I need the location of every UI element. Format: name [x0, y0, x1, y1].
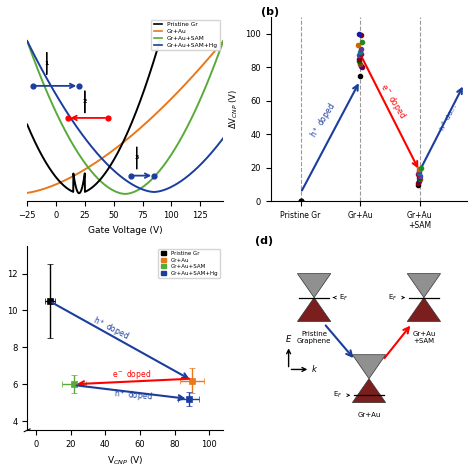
Point: [415, 173, 422, 180]
Y-axis label: $\Delta$V$_{CNP}$ (V): $\Delta$V$_{CNP}$ (V): [228, 89, 240, 129]
Text: E$_F$: E$_F$: [333, 292, 348, 303]
Point: [355, 42, 362, 49]
Point: [357, 32, 365, 39]
Point: [357, 62, 365, 69]
Text: E$_F$: E$_F$: [333, 390, 349, 401]
Point: [358, 38, 365, 46]
Polygon shape: [407, 273, 440, 298]
Point: [416, 174, 423, 182]
Text: Pristine
Graphene: Pristine Graphene: [297, 331, 331, 344]
Point: [415, 181, 422, 188]
Text: e$^-$ doped: e$^-$ doped: [112, 367, 151, 381]
Point: [356, 60, 364, 68]
Text: Gr+Au: Gr+Au: [357, 412, 381, 418]
Point: [416, 173, 424, 180]
Point: [358, 64, 365, 71]
Text: 1: 1: [45, 61, 49, 66]
Point: [415, 169, 422, 177]
Text: (d): (d): [255, 236, 273, 246]
Point: [355, 57, 363, 64]
Point: [356, 30, 363, 37]
Point: [355, 55, 363, 63]
Point: [415, 177, 423, 185]
Text: k: k: [312, 365, 317, 374]
Text: e$^-$ doped: e$^-$ doped: [377, 81, 409, 121]
Polygon shape: [407, 298, 440, 321]
Point: [297, 198, 304, 205]
Point: [356, 72, 364, 79]
Polygon shape: [297, 273, 331, 298]
Point: [104, 114, 112, 122]
Text: h$^+$ do...: h$^+$ do...: [437, 102, 459, 133]
X-axis label: V$_{CNP}$ (V): V$_{CNP}$ (V): [107, 455, 144, 467]
X-axis label: Gate Voltage (V): Gate Voltage (V): [88, 226, 163, 235]
Point: [414, 171, 422, 178]
Text: h$^+$ doped: h$^+$ doped: [307, 100, 339, 141]
Point: [415, 179, 422, 187]
Polygon shape: [297, 298, 331, 321]
Polygon shape: [352, 379, 386, 402]
Point: [29, 82, 36, 90]
Point: [357, 45, 365, 53]
Text: h$^+$ doped: h$^+$ doped: [90, 314, 131, 344]
Text: Gr+Au
+SAM: Gr+Au +SAM: [412, 331, 436, 344]
Point: [355, 52, 362, 59]
Text: 3: 3: [135, 155, 139, 161]
Text: 2: 2: [82, 100, 87, 104]
Legend: Pristine Gr, Gr+Au, Gr+Au+SAM, Gr+Au+SAM+Hg: Pristine Gr, Gr+Au, Gr+Au+SAM, Gr+Au+SAM…: [158, 249, 220, 278]
Legend: Pristine Gr, Gr+Au, Gr+Au+SAM, Gr+Au+SAM+Hg: Pristine Gr, Gr+Au, Gr+Au+SAM, Gr+Au+SAM…: [151, 20, 220, 50]
Point: [416, 176, 423, 183]
Point: [416, 165, 423, 173]
Point: [150, 172, 158, 180]
Point: [415, 167, 423, 175]
Point: [64, 114, 71, 122]
Text: (b): (b): [261, 7, 279, 17]
Point: [127, 172, 135, 180]
Point: [417, 164, 424, 172]
Polygon shape: [352, 355, 386, 379]
Point: [356, 48, 364, 56]
Text: E: E: [286, 335, 291, 344]
Text: E$_F$: E$_F$: [388, 292, 404, 303]
Point: [75, 82, 83, 90]
Point: [357, 50, 365, 58]
Text: h$^+$ doped: h$^+$ doped: [113, 388, 153, 405]
